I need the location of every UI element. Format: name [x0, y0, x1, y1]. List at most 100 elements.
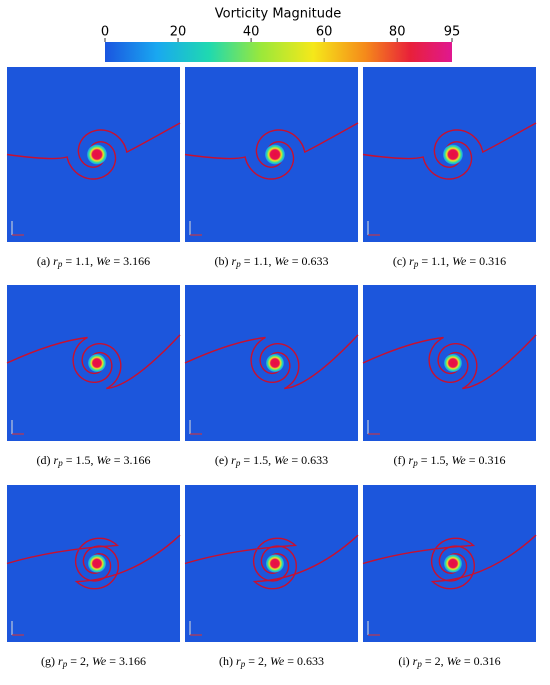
caption-part: r	[409, 453, 414, 467]
caption-part: (c)	[393, 254, 406, 268]
caption-part: We	[96, 254, 111, 268]
caption-part: ,	[441, 654, 444, 668]
caption-part: 1.5	[75, 453, 90, 467]
caption-part: 2	[80, 654, 86, 668]
caption-part: ,	[268, 254, 271, 268]
caption-part: p	[235, 458, 241, 468]
vortex-core	[265, 353, 285, 373]
caption-part: r	[58, 654, 63, 668]
interface-curve	[184, 141, 295, 180]
caption-part: 2	[258, 654, 264, 668]
caption-part: 0.316	[479, 254, 506, 268]
caption-part: p	[412, 458, 418, 468]
interface-curve	[81, 334, 181, 390]
caption-part: p	[235, 259, 241, 269]
vortex-core	[87, 353, 107, 373]
vortex-core	[443, 353, 463, 373]
caption: (f) rp = 1.5, We = 0.316	[394, 453, 506, 468]
caption-part: We	[447, 654, 462, 668]
interface-curve	[362, 141, 473, 180]
colorbar-tick-label: 20	[170, 25, 187, 40]
caption-part: =	[113, 254, 120, 268]
panel: (c) rp = 1.1, We = 0.316	[362, 67, 537, 269]
caption-part: ,	[264, 654, 267, 668]
caption-part: r	[413, 654, 418, 668]
caption-part: r	[53, 254, 58, 268]
caption-part: p	[62, 659, 68, 669]
caption-part: (f)	[394, 453, 406, 467]
vortex-core	[443, 554, 463, 573]
caption-part: ,	[446, 254, 449, 268]
caption-part: (a)	[37, 254, 50, 268]
caption-part: p	[416, 659, 422, 669]
caption-part: =	[291, 453, 298, 467]
caption-part: We	[274, 453, 289, 467]
panel: (f) rp = 1.5, We = 0.316	[362, 285, 537, 468]
colorbar-title: Vorticity Magnitude	[215, 7, 341, 22]
vortex-core	[442, 144, 464, 165]
caption-part: (h)	[219, 654, 233, 668]
panel: (d) rp = 1.5, We = 3.166	[6, 285, 181, 468]
colorbar-tick-label: 0	[101, 25, 109, 40]
caption-part: p	[413, 259, 419, 269]
caption-part: 0.316	[474, 654, 501, 668]
caption: (c) rp = 1.1, We = 0.316	[393, 254, 506, 269]
caption-part: We	[92, 654, 107, 668]
caption-part: =	[114, 453, 121, 467]
interface-curve	[6, 141, 117, 180]
caption: (d) rp = 1.5, We = 3.166	[37, 453, 151, 468]
caption-part: We	[270, 654, 285, 668]
caption-part: 3.166	[123, 453, 150, 467]
interface-curve	[433, 122, 537, 168]
caption-part: 1.5	[253, 453, 268, 467]
caption-part: 1.1	[431, 254, 446, 268]
panel: (b) rp = 1.1, We = 0.633	[184, 67, 359, 269]
interface-curve	[6, 537, 120, 582]
caption-part: p	[57, 259, 63, 269]
colorbar-tick-label: 95	[444, 25, 461, 40]
caption-part: (e)	[215, 453, 228, 467]
caption-part: =	[425, 654, 432, 668]
caption-part: r	[232, 254, 237, 268]
caption: (b) rp = 1.1, We = 0.633	[215, 254, 329, 269]
caption-part: 0.316	[478, 453, 505, 467]
caption: (i) rp = 2, We = 0.316	[398, 654, 500, 669]
caption: (a) rp = 1.1, We = 3.166	[37, 254, 150, 269]
colorbar-tick-label: 60	[316, 25, 333, 40]
interface-curve	[259, 334, 359, 390]
caption-part: 3.166	[123, 254, 150, 268]
caption-part: =	[109, 654, 116, 668]
caption: (g) rp = 2, We = 3.166	[41, 654, 146, 669]
caption-part: =	[243, 453, 250, 467]
caption-part: =	[421, 254, 428, 268]
caption-part: p	[57, 458, 63, 468]
panel: (g) rp = 2, We = 3.166	[6, 485, 181, 669]
caption-part: =	[66, 453, 73, 467]
interface-curve	[184, 336, 291, 383]
vortex-core	[264, 144, 286, 165]
caption-part: r	[236, 654, 241, 668]
caption-part: 2	[435, 654, 441, 668]
panel: (h) rp = 2, We = 0.633	[184, 485, 359, 669]
panel: (a) rp = 1.1, We = 3.166	[6, 67, 181, 269]
interface-curve	[6, 336, 113, 383]
caption-part: (d)	[37, 453, 51, 467]
interface-curve	[184, 537, 298, 582]
caption-part: 0.633	[301, 453, 328, 467]
caption-part: ,	[445, 453, 448, 467]
caption-part: ,	[86, 654, 89, 668]
caption-part: ,	[90, 453, 93, 467]
caption-part: =	[287, 654, 294, 668]
caption-part: 0.633	[297, 654, 324, 668]
interface-curve	[255, 122, 359, 168]
caption-part: p	[240, 659, 246, 669]
caption-part: 1.1	[253, 254, 268, 268]
caption-part: =	[70, 654, 77, 668]
caption-part: =	[65, 254, 72, 268]
caption-part: (g)	[41, 654, 55, 668]
interface-curve	[362, 537, 476, 582]
caption-part: r	[54, 453, 59, 467]
caption-part: =	[292, 254, 299, 268]
caption-part: =	[464, 654, 471, 668]
